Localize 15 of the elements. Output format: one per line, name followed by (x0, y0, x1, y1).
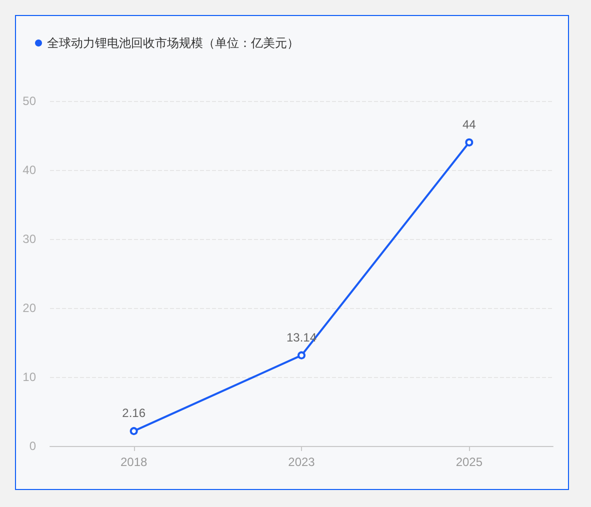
y-tick-label: 0 (29, 439, 36, 453)
data-label: 2.16 (122, 406, 146, 420)
y-tick-label: 50 (22, 94, 36, 108)
y-tick-label: 10 (22, 370, 36, 384)
x-tick-label: 2023 (288, 455, 316, 469)
y-tick-label: 40 (22, 163, 36, 177)
point (298, 351, 306, 360)
point (130, 427, 138, 436)
x-tick-label: 2018 (120, 455, 148, 469)
point (465, 138, 474, 146)
legend-label: 全球动力锂电池回收市场规模（单位：亿美元） (47, 36, 299, 50)
y-tick-label: 20 (22, 301, 36, 315)
x-tick-label: 2025 (456, 455, 483, 469)
data-label: 44 (462, 117, 476, 132)
y-tick-label: 30 (22, 232, 36, 246)
